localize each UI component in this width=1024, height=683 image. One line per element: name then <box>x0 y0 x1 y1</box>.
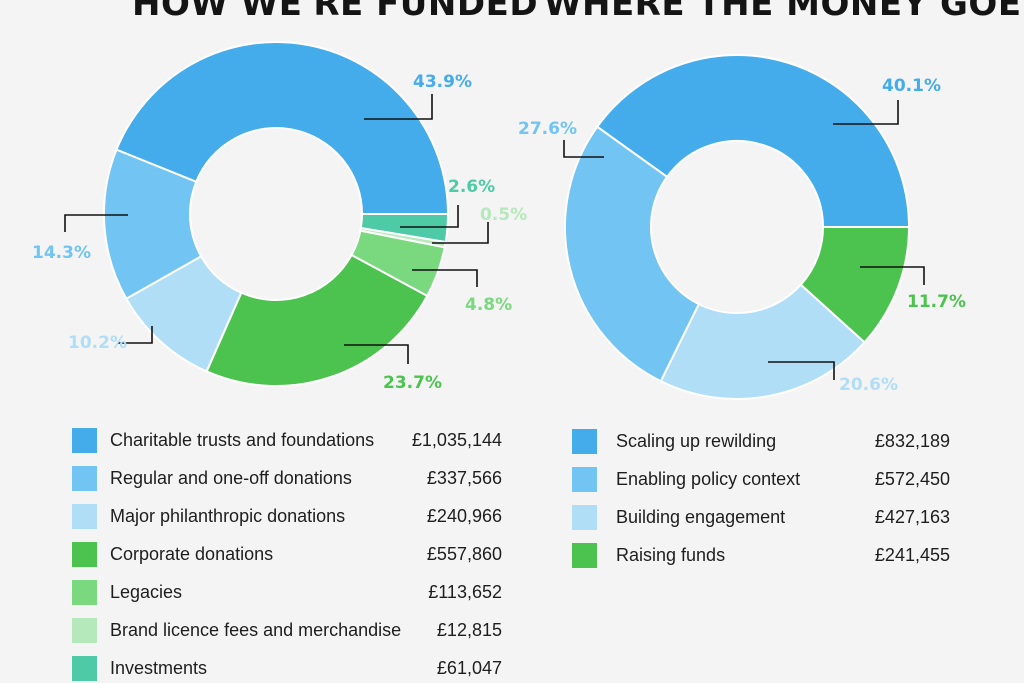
funding-legend-amount: £240,966 <box>426 505 502 526</box>
funding-leader-line-2 <box>118 326 153 344</box>
funding-slice-0 <box>115 41 450 215</box>
funding-percent-label-6: 2.6% <box>448 177 495 197</box>
spending-legend-swatch <box>572 466 597 492</box>
funding-percent-label-4: 4.8% <box>465 295 512 315</box>
funding-legend-amount: £1,035,144 <box>411 429 502 450</box>
funding-legend-label: Major philanthropic donations <box>110 505 346 526</box>
funding-leader-line-6 <box>400 205 459 228</box>
funding-legend-swatch <box>72 617 97 643</box>
funding-legend-item: Major philanthropic donations £240,966 <box>72 501 512 531</box>
funding-legend-label: Corporate donations <box>110 543 274 564</box>
funding-legend-swatch <box>72 655 97 681</box>
funding-legend-amount: £61,047 <box>436 657 502 678</box>
spending-leader-line-0 <box>833 100 899 125</box>
spending-legend-label: Raising funds <box>616 544 726 565</box>
spending-legend-item: Building engagement £427,163 <box>572 502 962 532</box>
funding-percent-label-5: 0.5% <box>480 205 527 225</box>
funding-leader-line-3 <box>344 344 409 364</box>
funding-percent-label-1: 14.3% <box>32 243 91 263</box>
spending-legend-label: Scaling up rewilding <box>616 430 777 451</box>
funding-legend-swatch <box>72 427 97 453</box>
spending-legend-swatch <box>572 504 597 530</box>
spending-legend-amount: £832,189 <box>874 430 950 451</box>
spending-leader-line-1 <box>563 140 604 158</box>
spending-percent-label-2: 20.6% <box>839 375 898 395</box>
funding-legend-item: Corporate donations £557,860 <box>72 539 512 569</box>
funding-legend-item: Brand licence fees and merchandise £12,81… <box>72 615 512 645</box>
funding-legend-label: Charitable trusts and foundations <box>110 429 375 450</box>
spending-legend-label: Building engagement <box>616 506 786 527</box>
spending-legend-swatch <box>572 428 597 454</box>
funding-slice-2 <box>124 255 243 373</box>
funding-slice-4 <box>350 229 446 298</box>
funding-leader-line-1 <box>64 214 128 232</box>
spending-legend-amount: £572,450 <box>874 468 950 489</box>
funding-legend-swatch <box>72 465 97 491</box>
spending-percent-label-1: 27.6% <box>518 119 577 139</box>
spending-legend-amount: £241,455 <box>874 544 950 565</box>
funding-chart-title: HOW WE'RE FUNDED <box>132 0 539 24</box>
funding-leader-line-4 <box>412 269 478 287</box>
spending-slice-0 <box>595 54 911 228</box>
funding-percent-label-2: 10.2% <box>68 333 127 353</box>
funding-legend-swatch <box>72 503 97 529</box>
funding-leader-line-0 <box>364 94 433 120</box>
funding-legend-label: Regular and one-off donations <box>110 467 352 488</box>
spending-slice-1 <box>564 125 701 383</box>
spending-percent-label-0: 40.1% <box>882 76 941 96</box>
spending-slice-3 <box>799 226 911 344</box>
funding-legend-item: Charitable trusts and foundations £1,035,… <box>72 425 512 455</box>
spending-slice-2 <box>659 283 866 400</box>
funding-slice-6 <box>359 213 450 244</box>
funding-legend-label: Legacies <box>110 581 183 602</box>
spending-leader-line-3 <box>860 266 925 285</box>
spending-legend-amount: £427,163 <box>874 506 950 527</box>
spending-legend-swatch <box>572 542 597 568</box>
funding-legend-amount: £337,566 <box>426 467 502 488</box>
funding-slice-1 <box>103 148 203 301</box>
spending-leader-line-2 <box>768 361 835 380</box>
funding-percent-label-0: 43.9% <box>413 72 472 92</box>
funding-slice-3 <box>205 253 429 387</box>
funding-legend-label: Investments <box>110 657 208 678</box>
funding-legend-amount: £12,815 <box>436 619 502 640</box>
funding-legend-swatch <box>72 541 97 567</box>
spending-legend-item: Raising funds £241,455 <box>572 540 962 570</box>
funding-legend-amount: £557,860 <box>426 543 502 564</box>
funding-leader-line-5 <box>432 222 489 244</box>
funding-legend-item: Regular and one-off donations £337,566 <box>72 463 512 493</box>
funding-legend-amount: £113,652 <box>428 581 502 602</box>
funding-legend-label: Brand licence fees and merchandise <box>110 619 402 640</box>
funding-legend-item: Legacies £113,652 <box>72 577 512 607</box>
spending-legend-item: Enabling policy context £572,450 <box>572 464 962 494</box>
funding-legend-item: Investments £61,047 <box>72 653 512 683</box>
spending-percent-label-3: 11.7% <box>907 292 966 312</box>
spending-legend-item: Scaling up rewilding £832,189 <box>572 426 962 456</box>
spending-legend-label: Enabling policy context <box>616 468 801 489</box>
funding-percent-label-3: 23.7% <box>383 373 442 393</box>
spending-chart-title: WHERE THE MONEY GOES <box>544 0 1024 24</box>
funding-legend-swatch <box>72 579 97 605</box>
